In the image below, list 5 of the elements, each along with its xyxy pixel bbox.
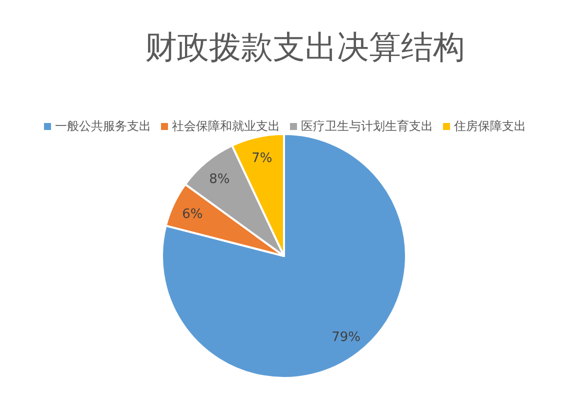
title: 财政拨款支出决算结构 [145,28,465,66]
legend-label: 一般公共服务支出 [55,119,151,133]
legend-label: 社会保障和就业支出 [172,119,280,133]
legend-label: 住房保障支出 [453,119,526,133]
legend-label: 医疗卫生与计划生育支出 [301,119,433,133]
